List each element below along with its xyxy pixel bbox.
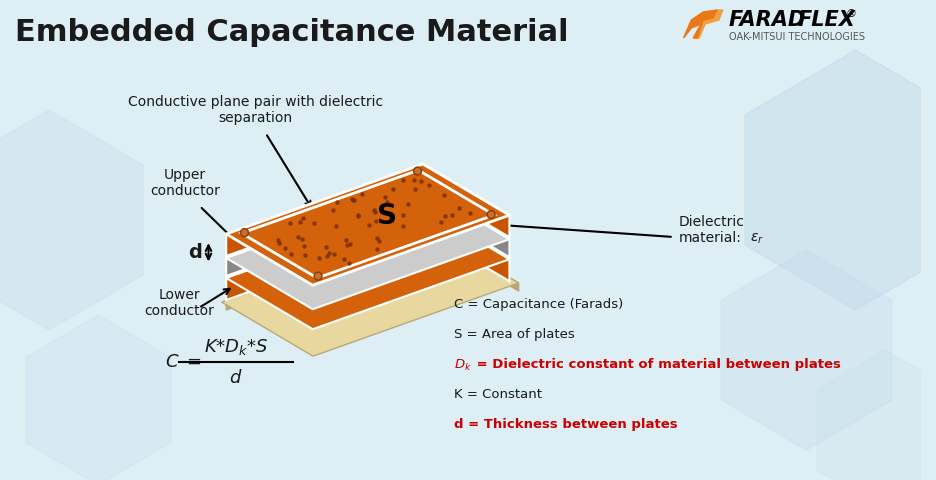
Text: OAK-MITSUI TECHNOLOGIES: OAK-MITSUI TECHNOLOGIES xyxy=(729,32,865,42)
Text: $C\ =$: $C\ =$ xyxy=(166,353,202,371)
Text: K = Constant: K = Constant xyxy=(454,388,542,401)
Polygon shape xyxy=(683,10,717,38)
Text: FARAD: FARAD xyxy=(729,10,806,30)
Polygon shape xyxy=(423,164,509,237)
Polygon shape xyxy=(222,229,519,356)
Text: Upper
conductor: Upper conductor xyxy=(150,168,220,198)
Circle shape xyxy=(314,272,322,280)
Circle shape xyxy=(489,212,493,217)
Polygon shape xyxy=(429,230,519,291)
Text: Embedded Capacitance Material: Embedded Capacitance Material xyxy=(15,18,568,47)
Text: Dielectric
material:: Dielectric material: xyxy=(679,215,744,245)
Circle shape xyxy=(416,168,420,174)
Polygon shape xyxy=(817,350,936,480)
Text: C = Capacitance (Farads): C = Capacitance (Farads) xyxy=(454,298,623,311)
Text: FLEX: FLEX xyxy=(797,10,856,30)
Polygon shape xyxy=(227,208,509,329)
Text: = Dielectric constant of material between plates: = Dielectric constant of material betwee… xyxy=(472,358,841,371)
Text: d: d xyxy=(188,243,201,262)
Text: $K{*}D_k{*}S$: $K{*}D_k{*}S$ xyxy=(204,337,269,357)
Polygon shape xyxy=(227,164,509,285)
Polygon shape xyxy=(227,188,423,276)
Text: $d$: $d$ xyxy=(229,369,242,387)
Circle shape xyxy=(242,230,247,235)
Polygon shape xyxy=(241,170,494,278)
Text: $\varepsilon_r$: $\varepsilon_r$ xyxy=(751,232,765,246)
Polygon shape xyxy=(227,230,429,310)
Polygon shape xyxy=(745,50,936,310)
Circle shape xyxy=(241,228,248,237)
Text: S = Area of plates: S = Area of plates xyxy=(454,328,575,341)
Polygon shape xyxy=(227,208,423,300)
Text: Lower
conductor: Lower conductor xyxy=(144,288,214,318)
Polygon shape xyxy=(26,315,170,480)
Text: d = Thickness between plates: d = Thickness between plates xyxy=(454,418,678,431)
Polygon shape xyxy=(227,164,423,256)
Circle shape xyxy=(315,274,320,279)
Text: $D_k$: $D_k$ xyxy=(454,358,473,373)
Polygon shape xyxy=(722,250,892,450)
Polygon shape xyxy=(227,188,509,309)
Circle shape xyxy=(488,211,495,218)
Polygon shape xyxy=(423,188,509,257)
Text: Conductive plane pair with dielectric
separation: Conductive plane pair with dielectric se… xyxy=(128,95,383,125)
Text: S: S xyxy=(377,202,398,229)
Polygon shape xyxy=(423,208,509,281)
Text: ®: ® xyxy=(846,9,856,19)
Circle shape xyxy=(414,167,421,175)
Polygon shape xyxy=(0,110,143,330)
Polygon shape xyxy=(694,10,723,38)
